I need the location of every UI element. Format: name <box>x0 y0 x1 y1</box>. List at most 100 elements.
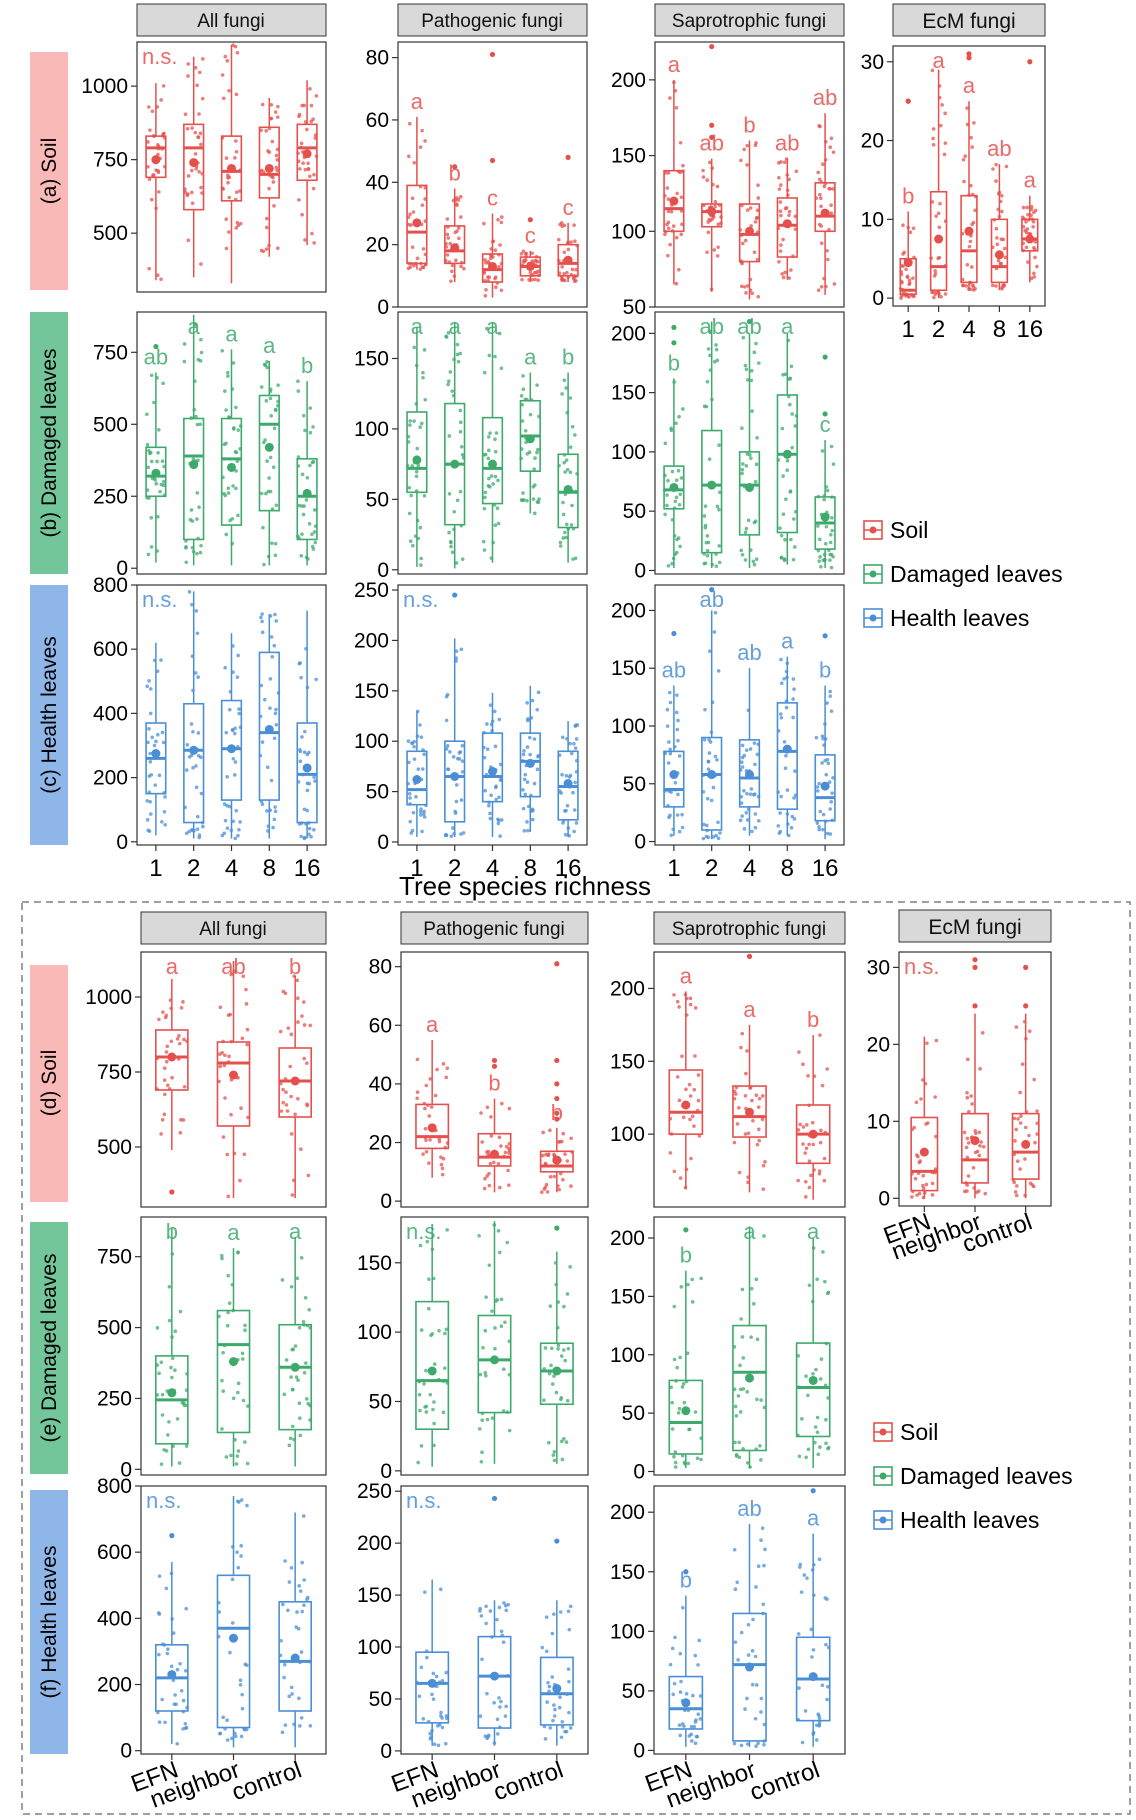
data-point <box>149 197 154 202</box>
data-point <box>445 217 450 221</box>
data-point <box>818 1033 822 1037</box>
data-point <box>741 241 745 246</box>
data-point <box>298 1589 303 1593</box>
data-point <box>479 1459 484 1464</box>
data-point <box>281 1087 285 1092</box>
data-point <box>422 348 427 352</box>
data-point <box>717 560 722 565</box>
data-point <box>677 414 681 419</box>
data-point <box>905 275 910 279</box>
data-point <box>233 726 237 731</box>
data-point <box>560 1439 564 1444</box>
data-point <box>793 769 797 773</box>
data-point <box>273 612 277 617</box>
y-tick-label: 200 <box>611 69 646 92</box>
box-1 <box>663 79 685 286</box>
box-mean <box>412 455 422 465</box>
data-point <box>753 220 758 224</box>
data-point <box>157 190 161 194</box>
data-point <box>457 751 462 755</box>
data-point <box>260 802 265 806</box>
significance-letter: b <box>301 353 313 378</box>
data-point <box>166 1647 170 1651</box>
data-point <box>569 1136 573 1141</box>
data-point <box>668 813 672 818</box>
box-2 <box>929 68 948 300</box>
data-point <box>785 788 790 792</box>
data-point <box>454 258 458 263</box>
data-point <box>687 1427 691 1432</box>
data-point <box>522 749 526 753</box>
box-4 <box>481 321 504 563</box>
data-point <box>754 1277 759 1282</box>
data-point <box>825 257 830 262</box>
data-point <box>480 1418 485 1423</box>
data-point <box>286 1026 291 1030</box>
data-point <box>161 381 165 386</box>
data-point <box>271 180 276 184</box>
legend-label: Damaged leaves <box>900 1463 1073 1489</box>
data-point <box>458 408 463 413</box>
data-point <box>458 351 463 356</box>
data-point <box>456 359 461 364</box>
data-point <box>978 1067 982 1071</box>
data-point <box>809 1627 814 1632</box>
data-point <box>500 215 504 219</box>
data-point <box>699 1457 703 1462</box>
data-point <box>759 1696 764 1701</box>
data-point <box>907 278 912 282</box>
data-point <box>973 1128 978 1133</box>
data-point <box>507 1428 512 1433</box>
data-point <box>777 187 782 191</box>
data-point <box>519 394 524 398</box>
data-point <box>493 437 497 442</box>
data-point <box>424 1083 429 1088</box>
data-point <box>571 276 576 281</box>
y-tick-label: 400 <box>93 702 128 725</box>
box-iqr <box>145 446 167 498</box>
data-point <box>445 232 450 237</box>
data-point <box>818 1445 822 1449</box>
data-point <box>499 1144 503 1148</box>
data-point <box>293 1112 297 1117</box>
data-point <box>753 825 758 830</box>
data-point <box>779 681 784 686</box>
data-point <box>565 467 570 472</box>
data-point <box>702 737 707 742</box>
data-point <box>1013 1190 1018 1194</box>
data-point <box>560 772 564 777</box>
data-point <box>440 1166 445 1171</box>
data-point <box>259 168 264 173</box>
data-point <box>680 825 685 830</box>
data-point <box>435 1724 440 1728</box>
y-tick-label: 100 <box>611 715 646 738</box>
significance-letter: ab <box>662 658 686 683</box>
data-point <box>225 58 230 63</box>
data-point <box>797 1454 802 1459</box>
data-point <box>415 256 420 261</box>
data-point <box>448 750 452 754</box>
data-point <box>544 1152 548 1157</box>
data-point <box>757 1127 761 1132</box>
data-point <box>238 1678 243 1683</box>
data-point <box>177 1041 182 1046</box>
legend-key-dot <box>879 1428 887 1436</box>
y-tick-label: 100 <box>611 220 646 243</box>
significance-letter: n.s. <box>142 44 177 69</box>
box-iqr <box>795 1342 831 1438</box>
data-point <box>301 161 305 165</box>
data-point <box>931 136 935 141</box>
data-point <box>226 486 231 490</box>
significance-letter: ab <box>737 1496 761 1521</box>
data-point <box>533 511 537 516</box>
outlier <box>489 157 496 164</box>
data-point <box>191 766 195 770</box>
data-point <box>493 248 498 253</box>
data-point <box>496 1229 501 1233</box>
data-point <box>296 1020 300 1024</box>
data-point <box>265 765 270 770</box>
data-point <box>525 701 529 705</box>
data-point <box>454 202 459 206</box>
data-point <box>422 815 427 819</box>
data-point <box>999 261 1004 266</box>
